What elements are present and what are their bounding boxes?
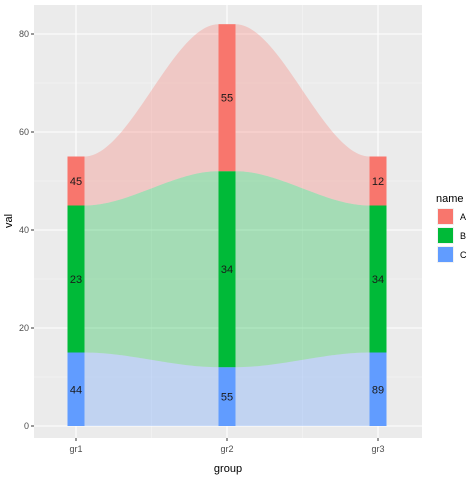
y-tick-label: 40 xyxy=(19,225,29,235)
bar-label-A-gr1: 45 xyxy=(70,176,82,188)
bar-label-C-gr3: 89 xyxy=(372,384,384,396)
x-axis-title: group xyxy=(214,463,242,475)
bars xyxy=(67,24,387,426)
bar-label-A-gr2: 55 xyxy=(221,93,233,105)
y-tick-label: 60 xyxy=(19,127,29,137)
bar-label-B-gr3: 34 xyxy=(372,274,384,286)
legend-key-C xyxy=(438,247,453,262)
x-tick-label-gr1: gr1 xyxy=(69,444,82,454)
bar-labels: 44 55 89 23 34 34 45 55 12 xyxy=(70,93,384,404)
bar-A-gr1 xyxy=(67,156,85,206)
bar-label-B-gr1: 23 xyxy=(70,274,82,286)
y-axis-ticks: 0 20 40 60 80 xyxy=(19,29,34,431)
legend-key-B xyxy=(438,228,453,243)
x-axis-ticks: gr1 gr2 gr3 xyxy=(69,438,385,454)
y-axis-title: val xyxy=(3,214,15,228)
bar-B-gr2 xyxy=(218,171,236,368)
legend-key-A xyxy=(438,209,453,224)
bar-C-gr2 xyxy=(218,367,236,426)
bar-B-gr3 xyxy=(369,205,387,353)
y-tick-label: 0 xyxy=(24,421,29,431)
y-tick-label: 80 xyxy=(19,29,29,39)
legend-label-B: B xyxy=(460,231,466,241)
bar-label-C-gr2: 55 xyxy=(221,392,233,404)
bar-label-B-gr2: 34 xyxy=(221,264,233,276)
legend-title: name xyxy=(436,193,464,205)
x-tick-label-gr3: gr3 xyxy=(371,444,384,454)
y-tick-label: 20 xyxy=(19,323,29,333)
x-tick-label-gr2: gr2 xyxy=(220,444,233,454)
bar-B-gr1 xyxy=(67,205,85,353)
bar-A-gr3 xyxy=(369,156,387,206)
bar-label-A-gr3: 12 xyxy=(372,176,384,188)
bar-label-C-gr1: 44 xyxy=(70,384,82,396)
legend-label-C: C xyxy=(460,250,467,260)
legend-label-A: A xyxy=(460,212,466,222)
legend: name ABC xyxy=(436,193,467,263)
bar-C-gr1 xyxy=(67,352,85,426)
bar-A-gr2 xyxy=(218,24,236,172)
bar-C-gr3 xyxy=(369,352,387,426)
